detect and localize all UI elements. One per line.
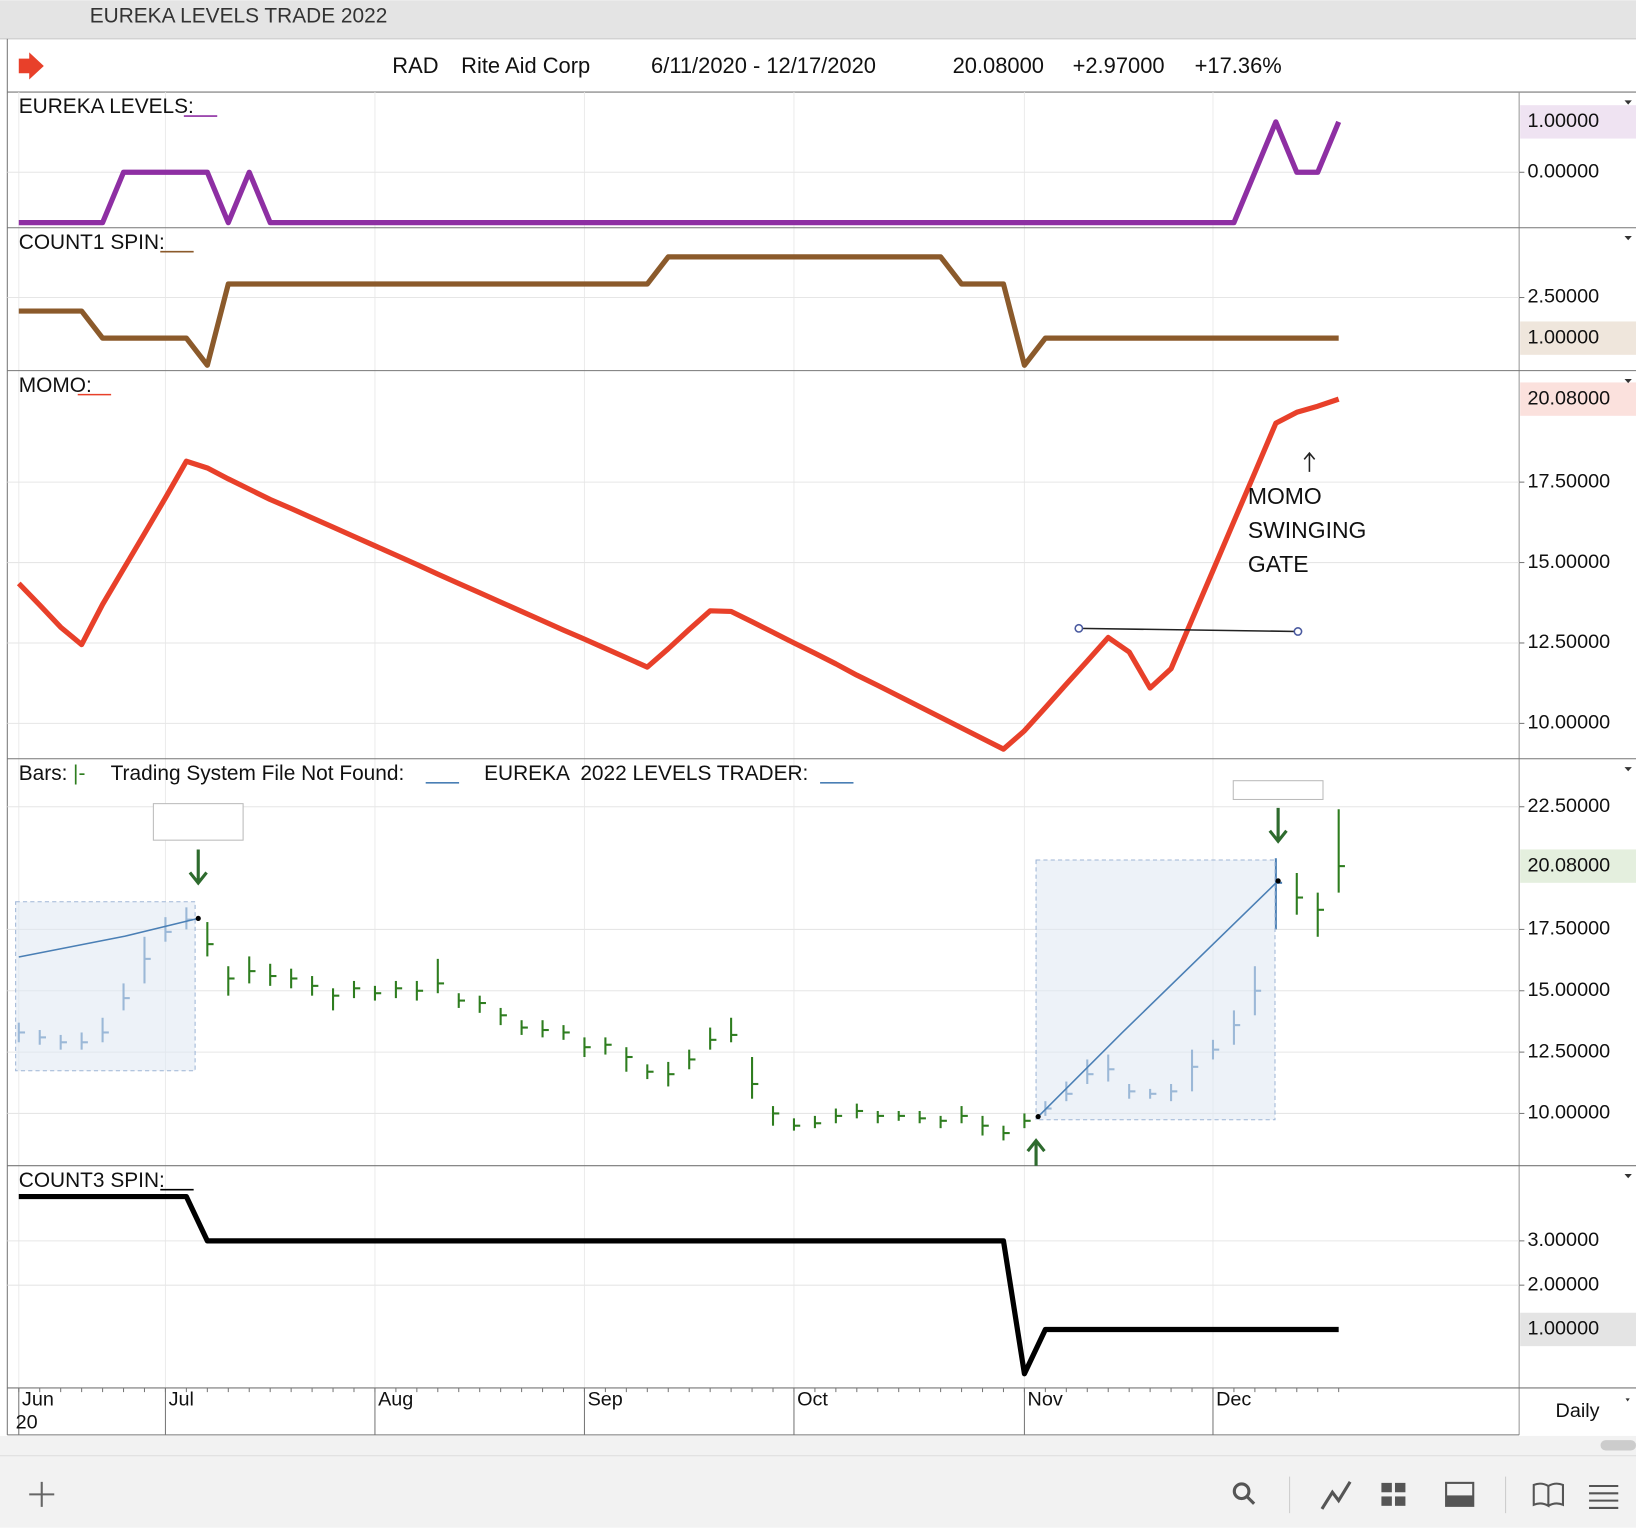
last-value-label: 1.00000 [1527, 110, 1599, 132]
last-value-label: 20.08000 [1527, 854, 1610, 876]
last-value-label: 1.00000 [1527, 1318, 1599, 1340]
panel-title: EUREKA LEVELS: [19, 95, 194, 118]
x-tick-label: Dec [1216, 1389, 1251, 1411]
panel-menu [1624, 236, 1632, 241]
symbol: RAD [392, 53, 438, 78]
percent-change: +17.36% [1195, 53, 1282, 78]
y-tick-label: 15.00000 [1527, 551, 1610, 573]
dropdown-icon[interactable] [1625, 1398, 1630, 1402]
panel-title: MOMO: [19, 374, 92, 397]
chart-style-button[interactable] [1320, 1481, 1352, 1510]
scrollbar[interactable] [1600, 1440, 1636, 1451]
sell-arrow [188, 849, 208, 886]
price-change: +2.97000 [1073, 53, 1165, 78]
plots: Jun Jul Aug Sep Oct Nov Dec 0.00000 1.00000 EUREK… [7, 92, 1636, 1435]
gate-handle[interactable] [1293, 627, 1303, 636]
panel-menu [1624, 1174, 1632, 1179]
panel-button[interactable] [1445, 1481, 1475, 1507]
last-value-box [1520, 849, 1636, 883]
y-tick-label: 2.50000 [1527, 286, 1599, 308]
y-tick-label: 0.00000 [1527, 161, 1599, 183]
y-tick-label: 3.00000 [1527, 1229, 1599, 1251]
bar-symbol: |- [73, 762, 85, 785]
annotation: GATE [1248, 551, 1309, 577]
annotation: SWINGING [1248, 517, 1367, 543]
sell-arrow [1268, 807, 1288, 844]
series-line [18, 1193, 1339, 1377]
date-range: 6/11/2020 - 12/17/2020 [651, 53, 876, 78]
system-title: Trading System File Not Found: [111, 762, 405, 785]
x-tick-label: Aug [378, 1389, 413, 1411]
last-price: 20.08000 [953, 53, 1044, 78]
trade-point [195, 915, 201, 922]
panel-menu [1624, 100, 1632, 105]
layout-button[interactable] [1381, 1482, 1406, 1506]
y-tick-label: 22.50000 [1527, 795, 1610, 817]
x-tick-label: Jun [22, 1389, 54, 1411]
trend-line [1037, 880, 1279, 1118]
last-value-box [1520, 1312, 1636, 1347]
gate-line[interactable] [1078, 627, 1298, 633]
y-tick-label: 15.00000 [1527, 979, 1610, 1001]
x-tick-label: Sep [588, 1389, 623, 1411]
series-line [16, 396, 1340, 752]
y-tick-label: 12.50000 [1527, 631, 1610, 653]
last-value-box [1520, 105, 1636, 139]
trend-line [18, 917, 199, 958]
last-value-box [1520, 321, 1636, 355]
add-button[interactable] [29, 1481, 55, 1507]
trade-point [1035, 1114, 1041, 1120]
profit-box [1232, 780, 1324, 800]
profit-box [152, 803, 244, 841]
window-title: EUREKA LEVELS TRADE 2022 [90, 4, 388, 27]
panel-title: Bars: [19, 762, 68, 785]
gate-handle[interactable] [1074, 623, 1084, 633]
panel-title: COUNT1 SPIN: [19, 231, 165, 254]
link-arrow-icon[interactable] [18, 52, 44, 80]
last-value-box [1520, 382, 1636, 416]
panel-title: COUNT3 SPIN: [19, 1169, 165, 1192]
y-tick-label: 12.50000 [1527, 1040, 1610, 1062]
title-bar [0, 0, 1636, 39]
y-tick-label: 17.50000 [1527, 470, 1610, 492]
book-button[interactable] [1532, 1482, 1565, 1508]
toolbar [0, 1435, 1636, 1528]
annotation-arrow [1303, 451, 1316, 472]
series-line [18, 119, 1342, 226]
trade-zone [15, 901, 196, 1072]
panel-menu [1624, 378, 1632, 384]
trader-title: EUREKA 2022 LEVELS TRADER: [484, 762, 808, 785]
buy-arrow [1026, 1138, 1046, 1166]
y-tick-label: 10.00000 [1527, 712, 1610, 734]
series-line [18, 254, 1339, 368]
company-name: Rite Aid Corp [461, 53, 590, 78]
interval-label[interactable]: Daily [1556, 1400, 1600, 1422]
y-tick-label: 2.00000 [1527, 1273, 1599, 1295]
y-tick-label: 17.50000 [1527, 918, 1610, 940]
year-label: 20 [16, 1412, 38, 1434]
last-value-label: 1.00000 [1527, 326, 1599, 348]
panel-menu [1624, 767, 1632, 772]
x-tick-label: Jul [169, 1389, 194, 1411]
y-tick-label: 10.00000 [1527, 1102, 1610, 1124]
last-value-label: 20.08000 [1527, 387, 1610, 409]
search-button[interactable] [1232, 1482, 1256, 1505]
trade-point [1275, 878, 1281, 884]
annotation: MOMO [1248, 483, 1322, 509]
trade-zone [1035, 859, 1276, 1121]
menu-button[interactable] [1589, 1484, 1619, 1509]
x-tick-label: Oct [797, 1389, 828, 1411]
x-tick-label: Nov [1028, 1389, 1063, 1411]
